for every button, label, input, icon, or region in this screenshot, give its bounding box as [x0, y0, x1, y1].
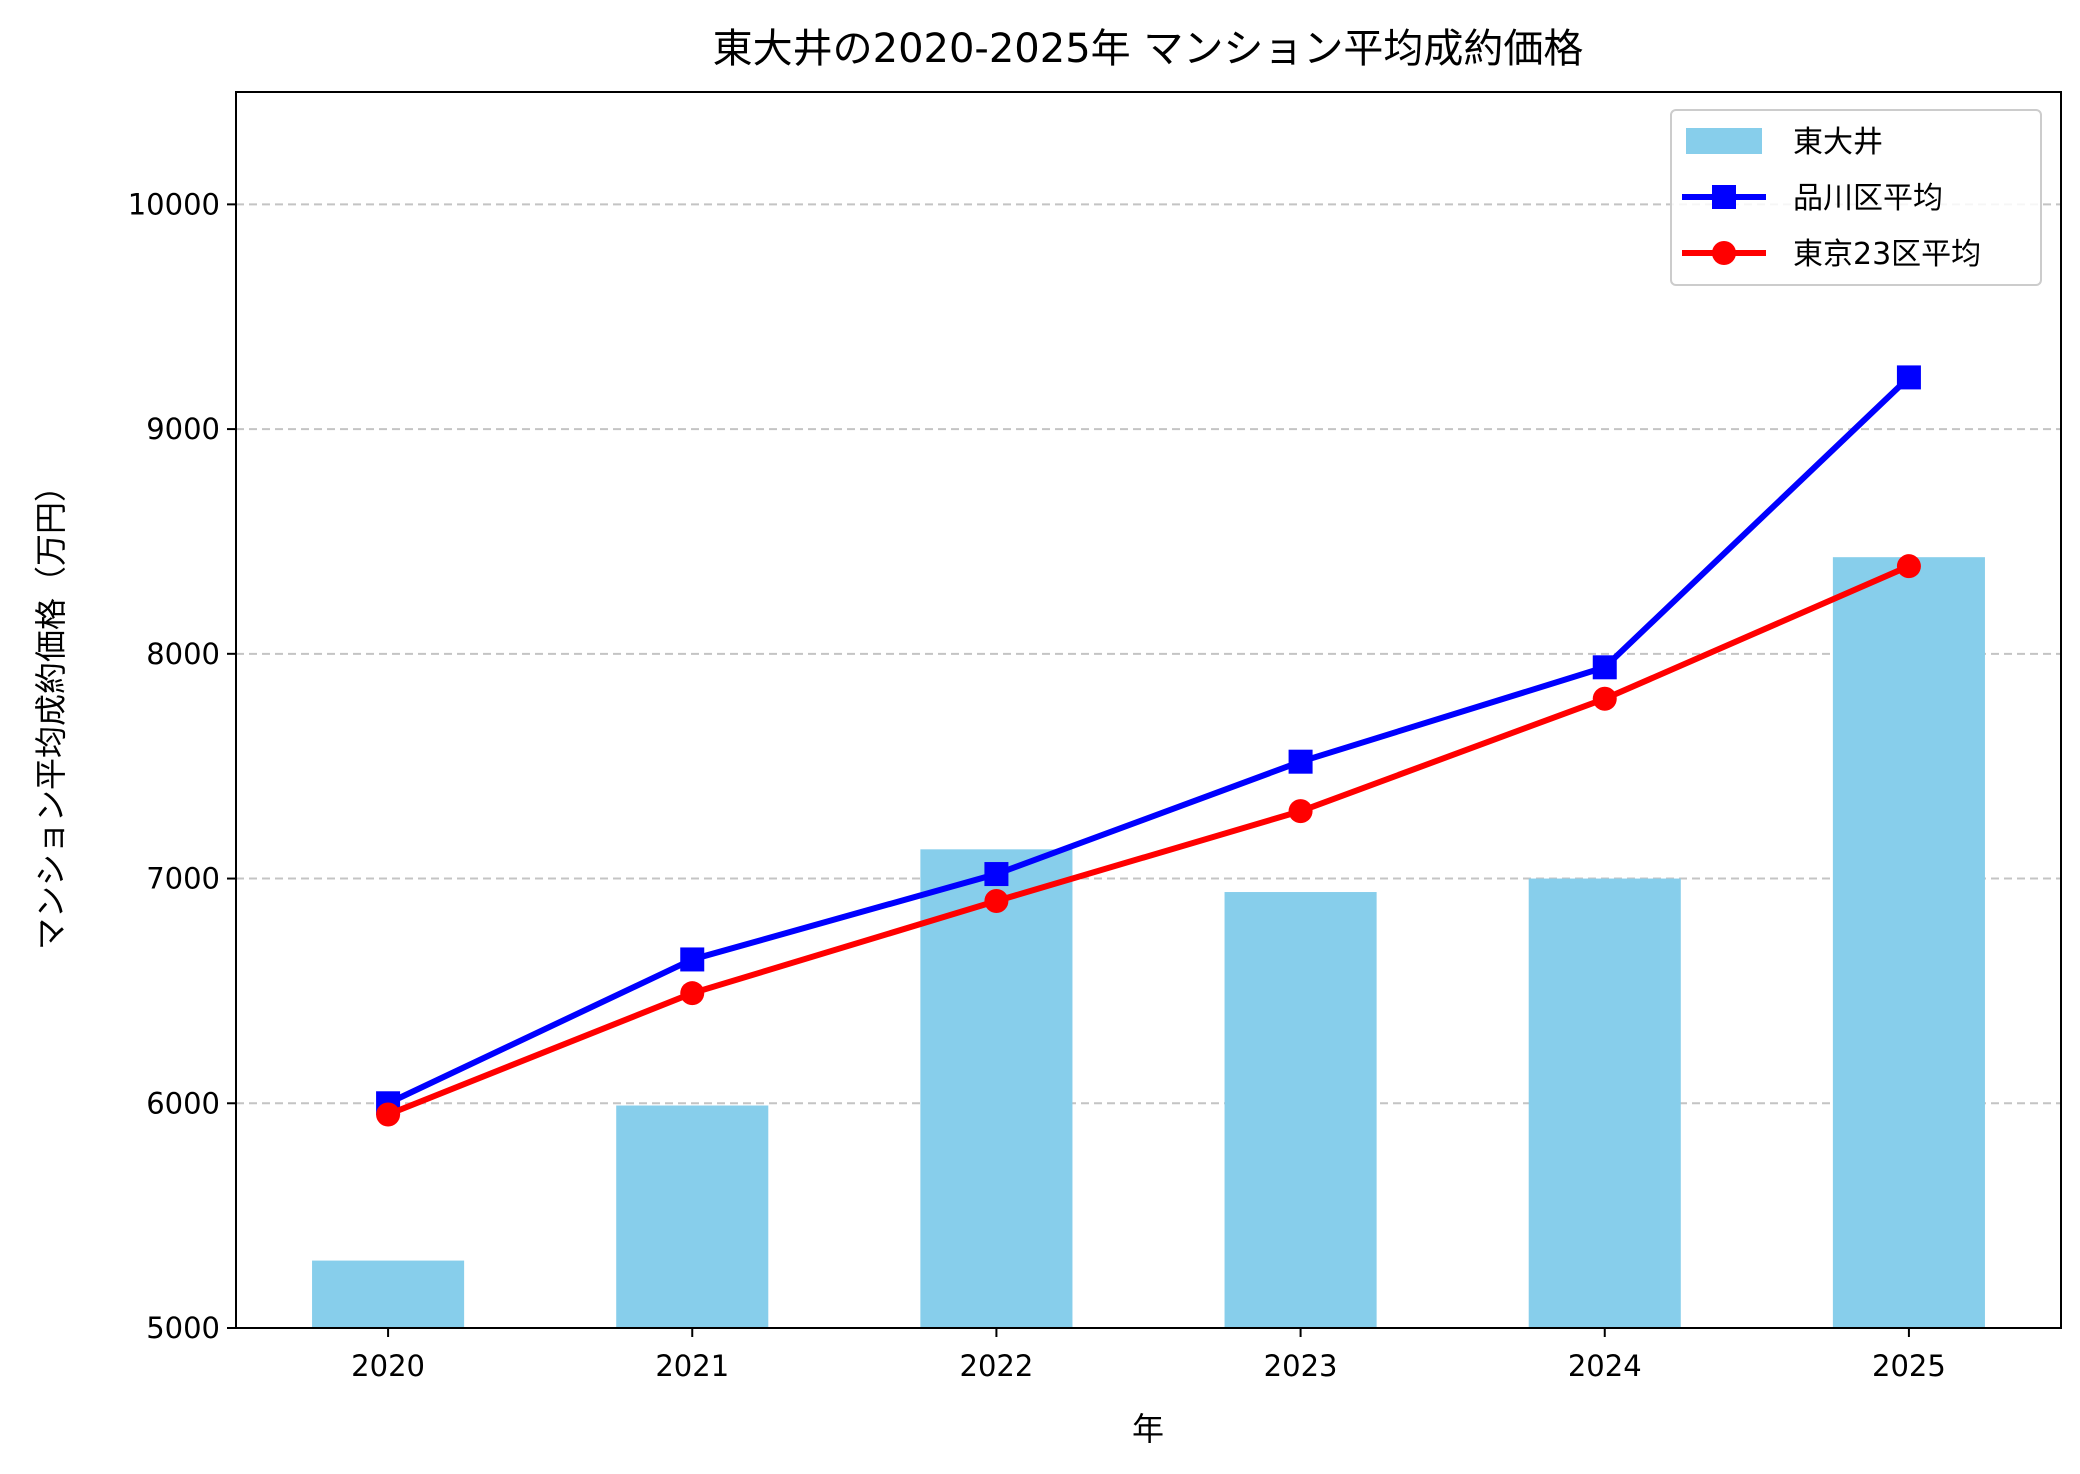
bar	[312, 1260, 465, 1328]
legend-label: 東大井	[1793, 125, 1883, 160]
x-tick-label: 2025	[1872, 1349, 1946, 1383]
plot-frame	[235, 91, 2062, 1329]
legend-marker-circle	[1712, 241, 1736, 265]
series-line	[386, 375, 1911, 1106]
x-tick-label: 2023	[1264, 1349, 1338, 1383]
series-line	[386, 563, 1911, 1118]
legend-label: 東京23区平均	[1793, 237, 1981, 272]
x-tick-label: 2024	[1568, 1349, 1642, 1383]
bar	[616, 1105, 769, 1328]
legend-frame	[1670, 109, 2042, 286]
bar	[1832, 557, 1985, 1328]
data-point-square	[984, 862, 1009, 887]
bar	[1528, 878, 1681, 1328]
y-tick-label: 9000	[146, 412, 220, 446]
y-tick-label: 7000	[146, 862, 220, 896]
chart-title: 東大井の2020-2025年 マンション平均成約価格	[713, 26, 1584, 72]
grid	[236, 203, 2061, 1105]
legend-marker-square	[1712, 185, 1736, 209]
bars	[312, 557, 1985, 1328]
x-tick-label: 2021	[655, 1349, 729, 1383]
data-point-square	[1288, 749, 1313, 774]
y-tick-label: 5000	[146, 1311, 220, 1345]
y-axis-label: マンション平均成約価格（万円）	[32, 470, 70, 950]
data-point-square	[680, 947, 705, 972]
x-tick-label: 2022	[960, 1349, 1034, 1383]
bar	[920, 849, 1073, 1328]
legend-label: 品川区平均	[1793, 181, 1943, 216]
data-point-circle	[1288, 799, 1313, 824]
legend-swatch-bar	[1686, 128, 1762, 154]
data-point-circle	[1592, 686, 1617, 711]
data-point-circle	[1896, 554, 1921, 579]
y-tick-label: 8000	[146, 637, 220, 671]
y-tick-label: 10000	[128, 187, 220, 221]
x-tick-label: 2020	[351, 1349, 425, 1383]
data-point-circle	[984, 889, 1009, 914]
y-tick-label: 6000	[146, 1086, 220, 1120]
data-point-circle	[376, 1102, 401, 1127]
x-axis-ticks: 2020 2021 2022 2023 2024 2025	[351, 1328, 1946, 1383]
y-axis-ticks: 5000 6000 7000 8000 9000 10000	[128, 187, 236, 1345]
data-point-square	[1896, 365, 1921, 390]
data-point-circle	[680, 981, 705, 1006]
lines	[376, 365, 1921, 1127]
bar	[1224, 892, 1377, 1328]
data-point-square	[1592, 655, 1617, 680]
x-axis-label: 年	[1132, 1410, 1164, 1448]
